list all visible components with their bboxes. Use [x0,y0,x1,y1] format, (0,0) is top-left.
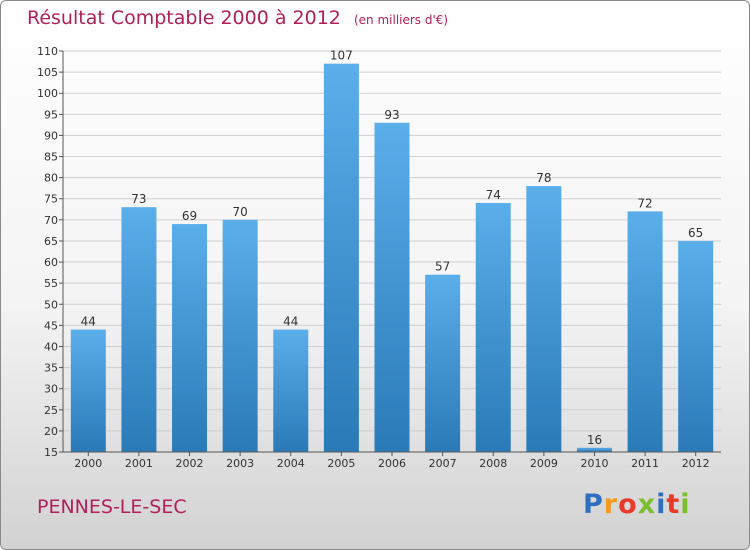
x-tick-label-2005: 2005 [327,457,355,470]
y-tick-label: 110 [37,45,58,58]
y-tick-label: 30 [44,383,58,396]
labels: 15 20 25 30 35 40 45 50 55 60 65 70 75 80 85 90 95 100 105… [37,45,710,470]
value-label-2005: 107 [330,49,353,63]
y-tick-label: 65 [44,235,58,248]
unit-label: (en milliers d'€) [353,13,449,27]
x-tick-label-2007: 2007 [429,457,457,470]
axes [59,50,721,456]
bar-2000 [70,329,106,452]
value-label-2002: 69 [182,209,197,223]
value-label-2004: 44 [283,315,298,329]
x-tick-label-2000: 2000 [74,457,102,470]
bar-2009 [526,186,562,453]
bar-2007 [425,274,461,452]
logo-letter: r [603,489,619,520]
commune-name: PENNES-LE-SEC [37,496,187,518]
x-tick-label-2010: 2010 [580,457,608,470]
y-tick-label: 75 [44,193,58,206]
value-label-2001: 73 [131,192,146,206]
chart-title-block: Résultat Comptable 2000 à 2012 (en milli… [27,7,448,29]
x-tick-label-2006: 2006 [378,457,406,470]
bar-2001 [121,207,157,452]
y-tick-label: 45 [44,319,58,332]
x-tick-label-2009: 2009 [530,457,558,470]
y-tick-label: 90 [44,129,58,142]
logo-letter: o [618,489,638,520]
logo-letter: i [680,489,691,520]
x-tick-label-2002: 2002 [176,457,204,470]
value-label-2008: 74 [486,188,501,202]
y-tick-label: 40 [44,340,58,353]
bar-2011 [627,211,663,452]
value-label-2006: 93 [384,108,399,122]
y-tick-label: 100 [37,87,58,100]
y-tick-label: 80 [44,172,58,185]
x-tick-label-2001: 2001 [125,457,153,470]
value-label-2000: 44 [81,315,96,329]
value-label-2012: 65 [688,226,703,240]
x-tick-label-2008: 2008 [479,457,507,470]
value-label-2003: 70 [233,205,248,219]
chart-title: Résultat Comptable 2000 à 2012 [27,7,341,29]
value-label-2010: 16 [587,433,602,447]
y-tick-label: 60 [44,256,58,269]
y-tick-label: 85 [44,151,58,164]
y-tick-label: 50 [44,298,58,311]
y-tick-label: 95 [44,108,58,121]
bar-2008 [475,202,511,452]
y-tick-label: 15 [44,446,58,459]
proxiti-logo: Proxiti [583,489,691,520]
logo-letter: P [583,489,604,520]
y-tick-label: 70 [44,214,58,227]
value-label-2009: 78 [536,171,551,185]
bar-2005 [323,63,359,453]
x-tick-label-2003: 2003 [226,457,254,470]
logo-letter: x [637,489,657,520]
bars [70,63,714,453]
logo-letter: i [656,489,667,520]
x-tick-label-2011: 2011 [631,457,659,470]
value-label-2011: 72 [637,196,652,210]
bar-2002 [172,224,208,452]
bar-2012 [678,240,714,452]
y-tick-label: 20 [44,425,58,438]
value-label-2007: 57 [435,260,450,274]
y-tick-label: 105 [37,66,58,79]
bar-2003 [222,219,258,452]
y-tick-label: 35 [44,362,58,375]
bar-2006 [374,122,410,452]
x-tick-label-2012: 2012 [682,457,710,470]
bar-2010 [576,447,612,452]
logo-letter: t [666,489,681,520]
bar-2004 [273,329,309,452]
y-tick-label: 25 [44,404,58,417]
x-tick-label-2004: 2004 [277,457,305,470]
y-tick-label: 55 [44,277,58,290]
